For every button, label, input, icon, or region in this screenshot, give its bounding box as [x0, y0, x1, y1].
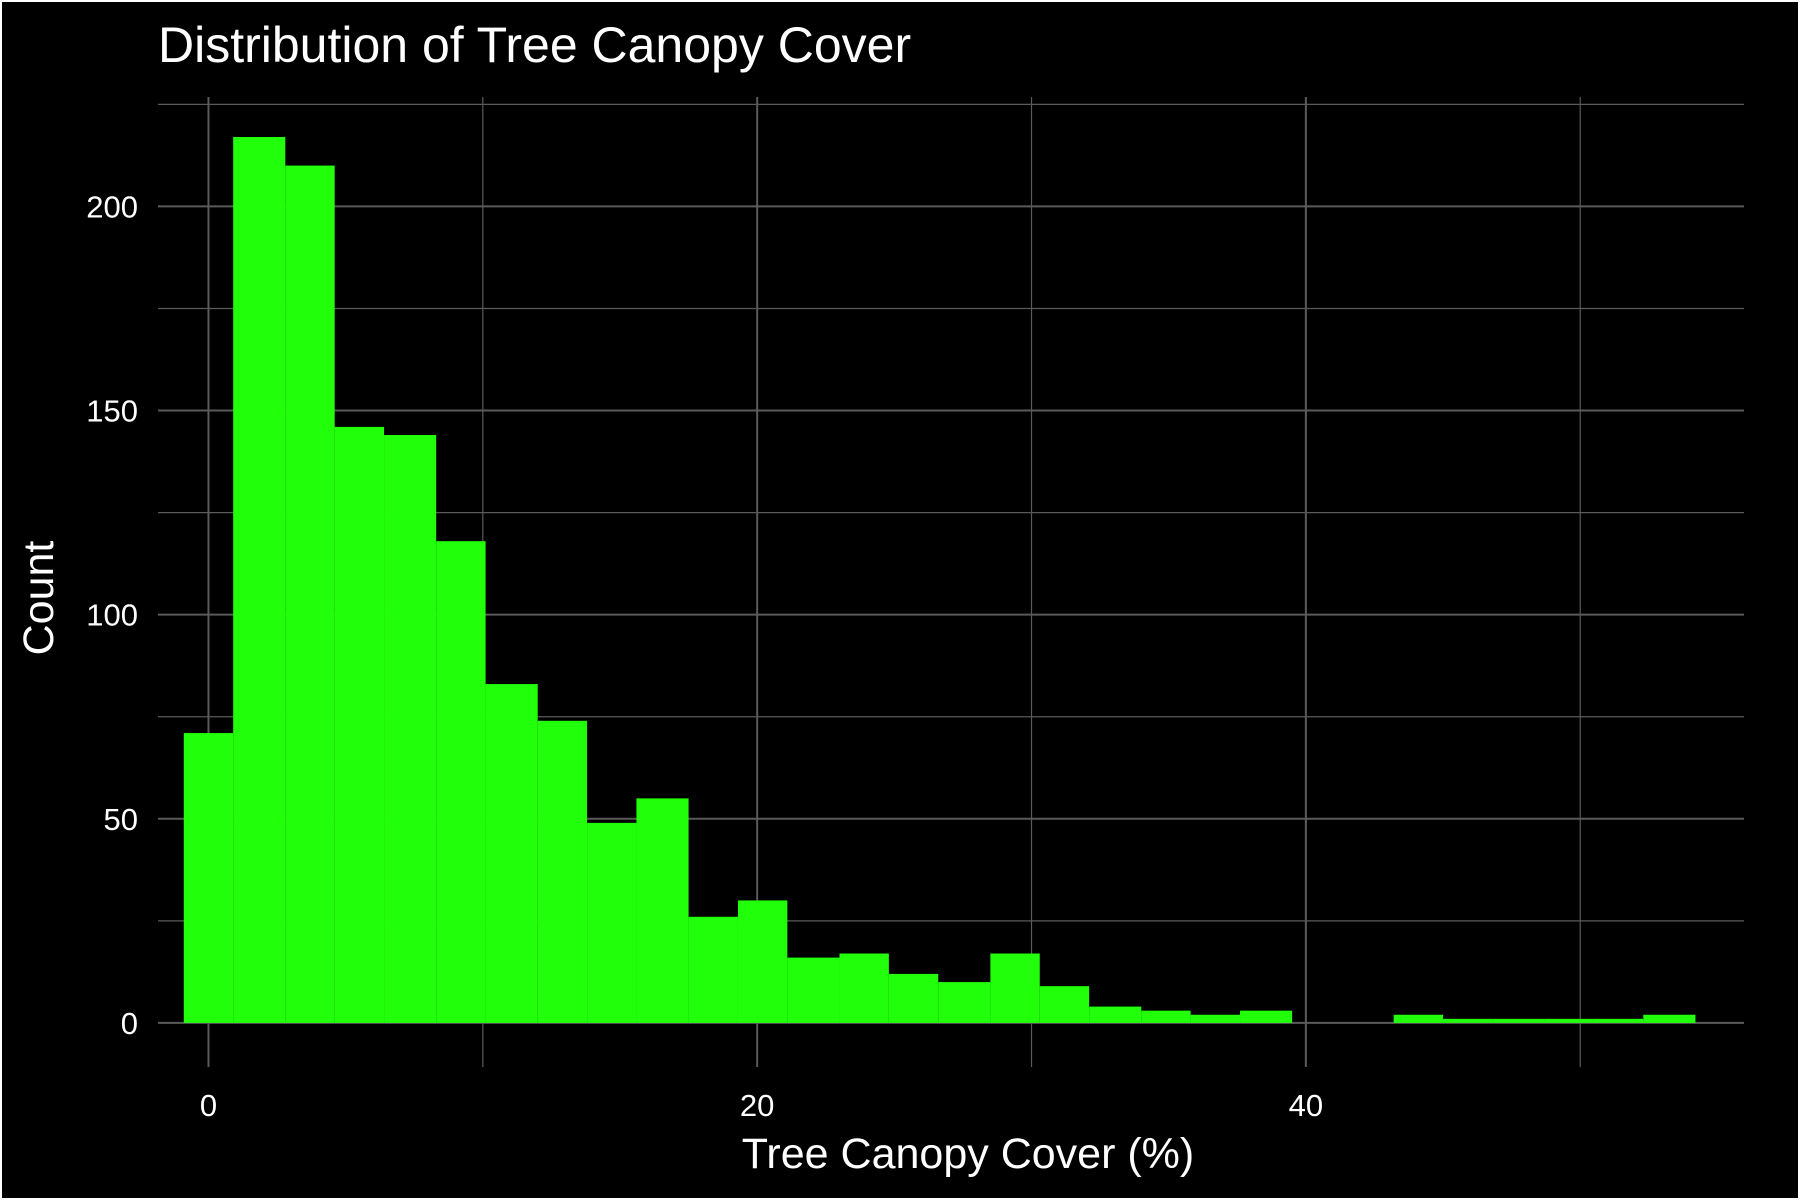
histogram-bar — [436, 541, 486, 1023]
histogram-bar — [1393, 1014, 1444, 1023]
histogram-bar — [990, 953, 1040, 1023]
y-tick-label: 50 — [104, 802, 138, 837]
histogram-bar — [1492, 1018, 1545, 1023]
histogram-bar — [888, 973, 939, 1023]
histogram-bar — [1089, 1006, 1142, 1023]
histogram-bar — [787, 957, 840, 1023]
histogram-bar — [636, 798, 689, 1023]
y-tick-label: 150 — [86, 394, 138, 429]
histogram-bar — [334, 426, 385, 1023]
histogram-bar — [285, 165, 335, 1023]
histogram-bar — [839, 953, 889, 1023]
x-axis-ticks: 0 20 40 — [200, 1088, 1323, 1123]
histogram-bar — [1039, 986, 1090, 1023]
histogram-bar — [1593, 1018, 1644, 1023]
histogram-bar — [1544, 1018, 1594, 1023]
histogram-bar — [183, 733, 234, 1023]
x-axis-title: Tree Canopy Cover (%) — [742, 1130, 1194, 1178]
histogram-bar — [1190, 1014, 1241, 1023]
histogram-bar — [537, 720, 588, 1023]
histogram-bar — [384, 435, 437, 1023]
histogram-bar — [1643, 1014, 1696, 1023]
y-axis-ticks: 0 50 100 150 200 — [86, 189, 138, 1040]
y-tick-label: 0 — [121, 1006, 138, 1041]
histogram-bar — [1141, 1010, 1191, 1023]
x-tick-label: 40 — [1289, 1088, 1323, 1123]
y-tick-label: 200 — [86, 189, 138, 224]
histogram-bar — [1240, 1010, 1293, 1023]
x-tick-label: 0 — [200, 1088, 217, 1123]
histogram-bar — [688, 916, 738, 1023]
histogram-bar — [737, 900, 788, 1023]
histogram-bar — [938, 982, 991, 1023]
histogram-bar — [1443, 1018, 1493, 1023]
histogram-bar — [233, 137, 286, 1023]
y-axis-title: Count — [15, 541, 63, 656]
histogram-bars — [183, 137, 1696, 1023]
y-tick-label: 100 — [86, 598, 138, 633]
chart-title: Distribution of Tree Canopy Cover — [158, 17, 911, 73]
histogram-bar — [485, 684, 538, 1023]
x-tick-label: 20 — [740, 1088, 774, 1123]
histogram-bar — [587, 822, 637, 1023]
